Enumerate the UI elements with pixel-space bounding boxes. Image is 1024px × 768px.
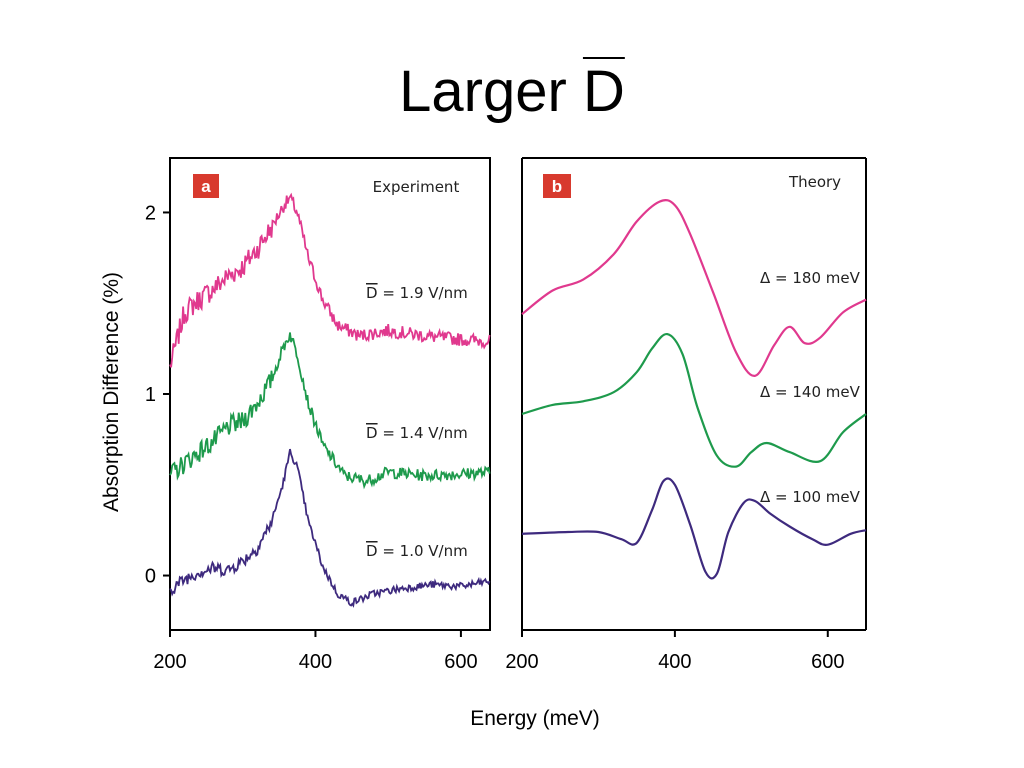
y-axis-label: Absorption Difference (%) [100,272,123,512]
x-tick-label: 400 [658,651,691,673]
theory-series-line [521,198,867,377]
x-tick-label: 600 [811,651,844,673]
experiment-series-line [169,332,491,490]
panel-b-title: Theory [788,173,841,191]
theory-series-label: Δ = 180 meV [760,269,861,287]
panel-b-ticks: 200 400 600 [505,630,844,673]
panel-b-series [521,198,867,580]
panel-a-series [169,192,491,608]
slide-title-text: Larger [399,59,583,124]
x-tick-label: 600 [444,651,477,673]
x-tick-label: 400 [299,651,332,673]
panel-a-ticks: 0 1 2 200 400 600 [145,202,478,673]
x-axis-label: Energy (meV) [470,707,600,730]
slide-title: Larger D [0,58,1024,125]
y-tick-label: 2 [145,202,156,224]
y-tick-label: 1 [145,384,156,406]
theory-series-label: Δ = 100 meV [760,488,861,506]
panel-b-frame [521,157,867,631]
experiment-series-line [169,448,491,608]
theory-series-label: Δ = 140 meV [760,383,861,401]
y-tick-label: 0 [145,566,156,588]
theory-series-line [521,332,867,468]
slide-title-symbol: D [582,59,625,124]
svg-text:a: a [201,177,211,196]
series-labels: D = 1.9 V/nm D = 1.4 V/nm D = 1.0 V/nm Δ = … [366,269,861,560]
experiment-series-label: D = 1.9 V/nm [366,284,468,302]
panel-b-badge: b [543,174,571,198]
experiment-series-line [169,192,491,368]
experiment-series-label: D = 1.4 V/nm [366,424,468,442]
experiment-series-label: D = 1.0 V/nm [366,542,468,560]
svg-text:b: b [552,177,562,196]
x-tick-label: 200 [505,651,538,673]
x-tick-label: 200 [153,651,186,673]
panel-a-badge: a [193,174,219,198]
theory-series-line [521,477,867,580]
panel-a-title: Experiment [373,178,460,196]
